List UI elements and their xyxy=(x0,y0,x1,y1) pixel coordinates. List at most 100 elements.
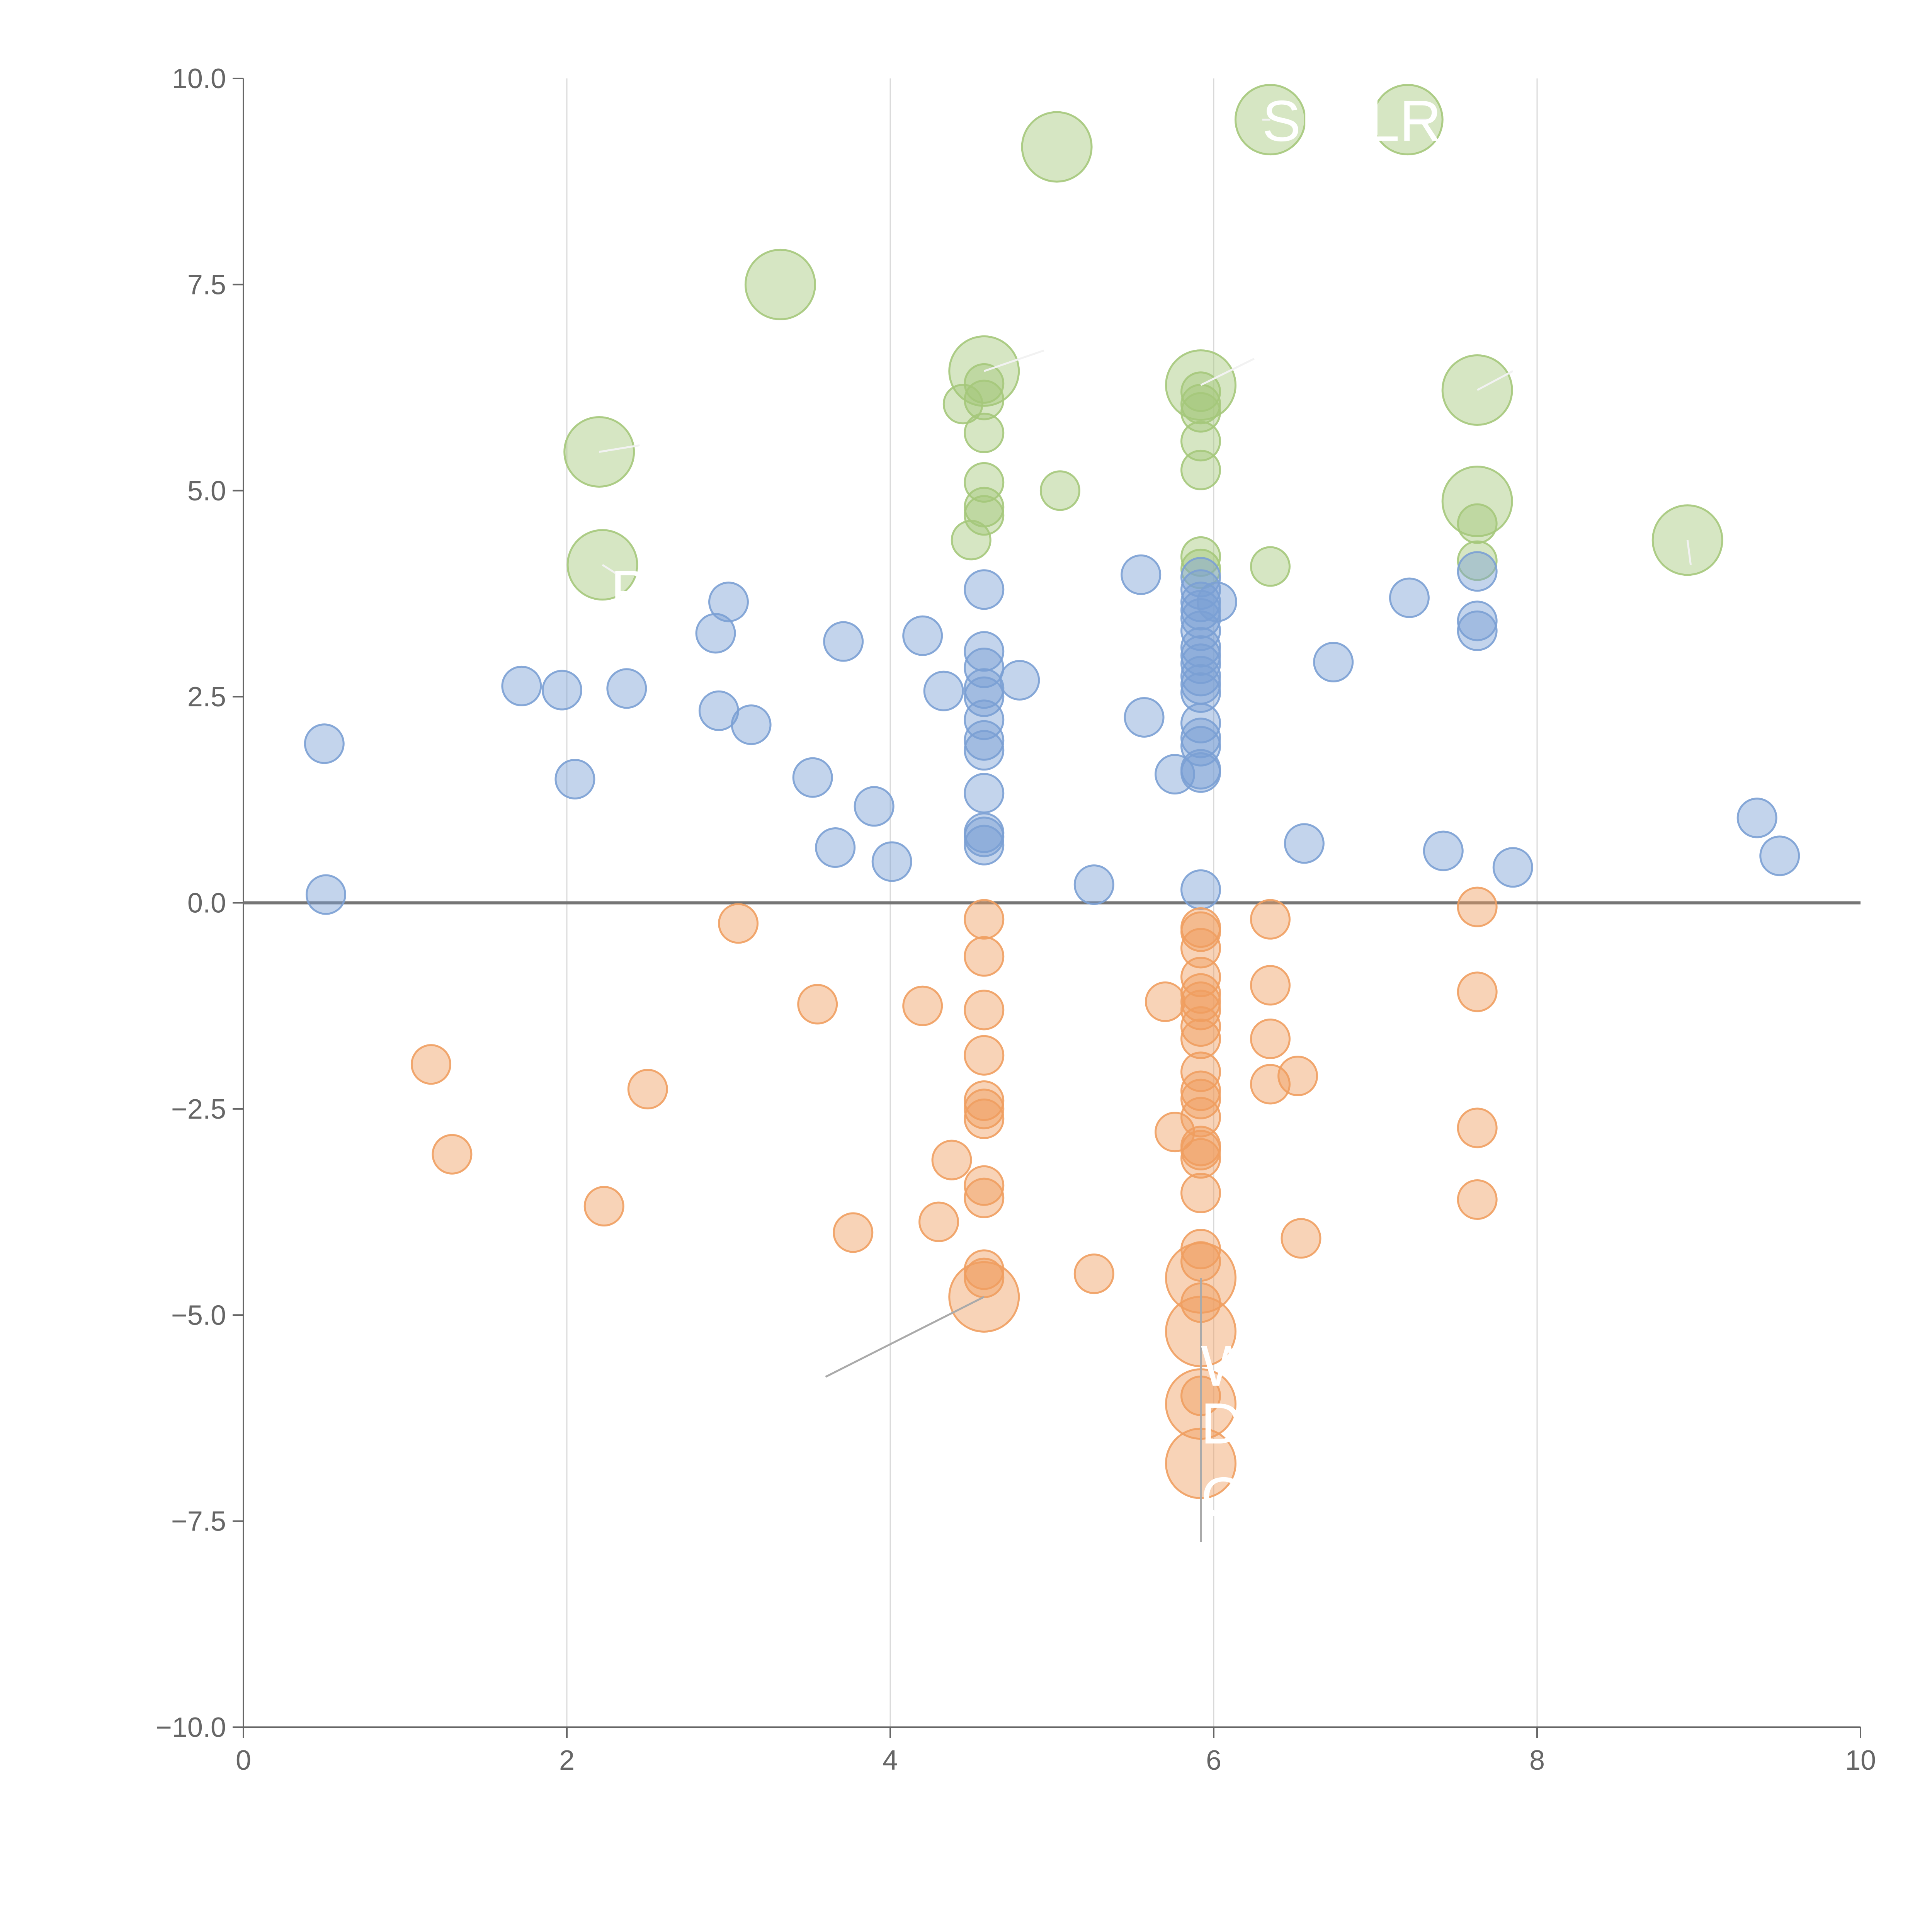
point-high xyxy=(1180,449,1221,490)
y-tick-label: 10.0 xyxy=(172,63,226,94)
point-low xyxy=(1180,1078,1221,1119)
point-high xyxy=(1180,421,1221,462)
point-low xyxy=(1180,1130,1221,1171)
axis-layer: 10.0 7.5 5.0 2.5 0.0 −2.5 −5.0 −7.5 −10.0 0 2 4 6 8 10 xyxy=(156,63,1876,1776)
point-mid xyxy=(871,841,912,882)
point-high xyxy=(1457,503,1498,544)
point-low xyxy=(797,984,838,1025)
point-low xyxy=(964,1080,1005,1121)
point-high xyxy=(964,363,1005,404)
x-tick-label: 0 xyxy=(236,1745,251,1776)
point-mid xyxy=(964,647,1005,688)
point-low xyxy=(1250,965,1291,1006)
point-mid xyxy=(304,723,345,764)
point-mid xyxy=(815,827,856,868)
point-mid xyxy=(606,668,647,709)
point-mid xyxy=(1492,847,1533,888)
point-low xyxy=(964,899,1005,940)
point-low xyxy=(1457,1179,1498,1220)
point-mid xyxy=(708,582,749,622)
point-mid xyxy=(1423,830,1464,871)
point-mid xyxy=(1180,869,1221,910)
annotation-leader-line xyxy=(825,1296,985,1378)
point-mid xyxy=(923,670,964,711)
point-mid xyxy=(541,670,582,711)
point-mid xyxy=(1180,672,1221,713)
point-low xyxy=(964,1098,1005,1139)
point-high xyxy=(964,462,1005,503)
series-high xyxy=(563,84,1723,601)
point-mid xyxy=(1180,718,1221,759)
point-low xyxy=(1145,981,1185,1022)
point-low xyxy=(1180,973,1221,1014)
point-mid xyxy=(305,874,346,915)
series-low xyxy=(410,886,1498,1499)
annotation-label: W xyxy=(1201,1333,1256,1398)
x-tick-label: 10 xyxy=(1845,1745,1876,1776)
annotation-label: LR xyxy=(1367,88,1442,153)
point-low xyxy=(1277,1056,1318,1097)
point-high xyxy=(964,379,1005,420)
point-mid xyxy=(964,631,1005,672)
point-mid xyxy=(964,825,1005,866)
point-mid xyxy=(964,773,1005,814)
point-high xyxy=(964,495,1005,536)
point-mid xyxy=(823,621,864,662)
annotation-label: P xyxy=(611,558,649,623)
point-low xyxy=(1457,1107,1498,1148)
point-high xyxy=(942,384,983,425)
point-mid xyxy=(1180,582,1221,622)
point-mid xyxy=(695,613,736,654)
point-low xyxy=(1073,1253,1114,1294)
point-low xyxy=(964,1177,1005,1218)
point-low xyxy=(1180,1138,1221,1179)
point-mid xyxy=(1180,627,1221,668)
point-mid xyxy=(999,660,1040,701)
point-high xyxy=(951,520,992,561)
point-low xyxy=(1180,1172,1221,1213)
annotation-label: G xyxy=(1201,1465,1246,1530)
y-tick-label: 2.5 xyxy=(187,682,226,713)
point-mid xyxy=(1180,702,1221,743)
point-low xyxy=(1250,1064,1291,1105)
point-mid xyxy=(792,757,833,798)
point-mid xyxy=(1121,554,1162,595)
point-high xyxy=(744,248,816,320)
point-low xyxy=(1180,911,1221,952)
point-high xyxy=(1039,470,1080,511)
point-low xyxy=(1457,886,1498,927)
y-tick-label: 5.0 xyxy=(187,476,226,507)
point-low xyxy=(718,903,759,944)
point-mid xyxy=(964,730,1005,771)
point-high xyxy=(1021,111,1093,183)
annotation-leader-line xyxy=(983,349,1044,372)
annotation-label: SU xyxy=(1262,88,1343,153)
x-tick-label: 8 xyxy=(1529,1745,1545,1776)
point-low xyxy=(1180,981,1221,1022)
point-mid xyxy=(1457,600,1498,641)
series-mid xyxy=(304,551,1800,915)
point-mid xyxy=(854,786,895,827)
point-low xyxy=(964,990,1005,1031)
y-tick-label: −10.0 xyxy=(156,1712,226,1743)
annotation-leader-line xyxy=(1200,358,1255,386)
y-tick-label: 7.5 xyxy=(187,269,226,300)
annotation-leader-line xyxy=(602,564,616,574)
point-mid xyxy=(1180,635,1221,676)
point-mid xyxy=(1180,557,1221,598)
point-mid xyxy=(554,759,595,799)
point-mid xyxy=(1073,864,1114,905)
point-mid xyxy=(1313,642,1354,683)
point-high xyxy=(964,412,1005,453)
point-mid xyxy=(964,676,1005,717)
point-mid xyxy=(1284,823,1325,864)
point-low xyxy=(931,1139,972,1180)
point-mid xyxy=(1180,643,1221,684)
point-low xyxy=(432,1134,473,1175)
point-mid xyxy=(964,668,1005,709)
point-mid xyxy=(1196,582,1237,622)
point-high xyxy=(1250,546,1291,587)
point-mid xyxy=(1736,798,1777,838)
point-low xyxy=(1180,1019,1221,1060)
